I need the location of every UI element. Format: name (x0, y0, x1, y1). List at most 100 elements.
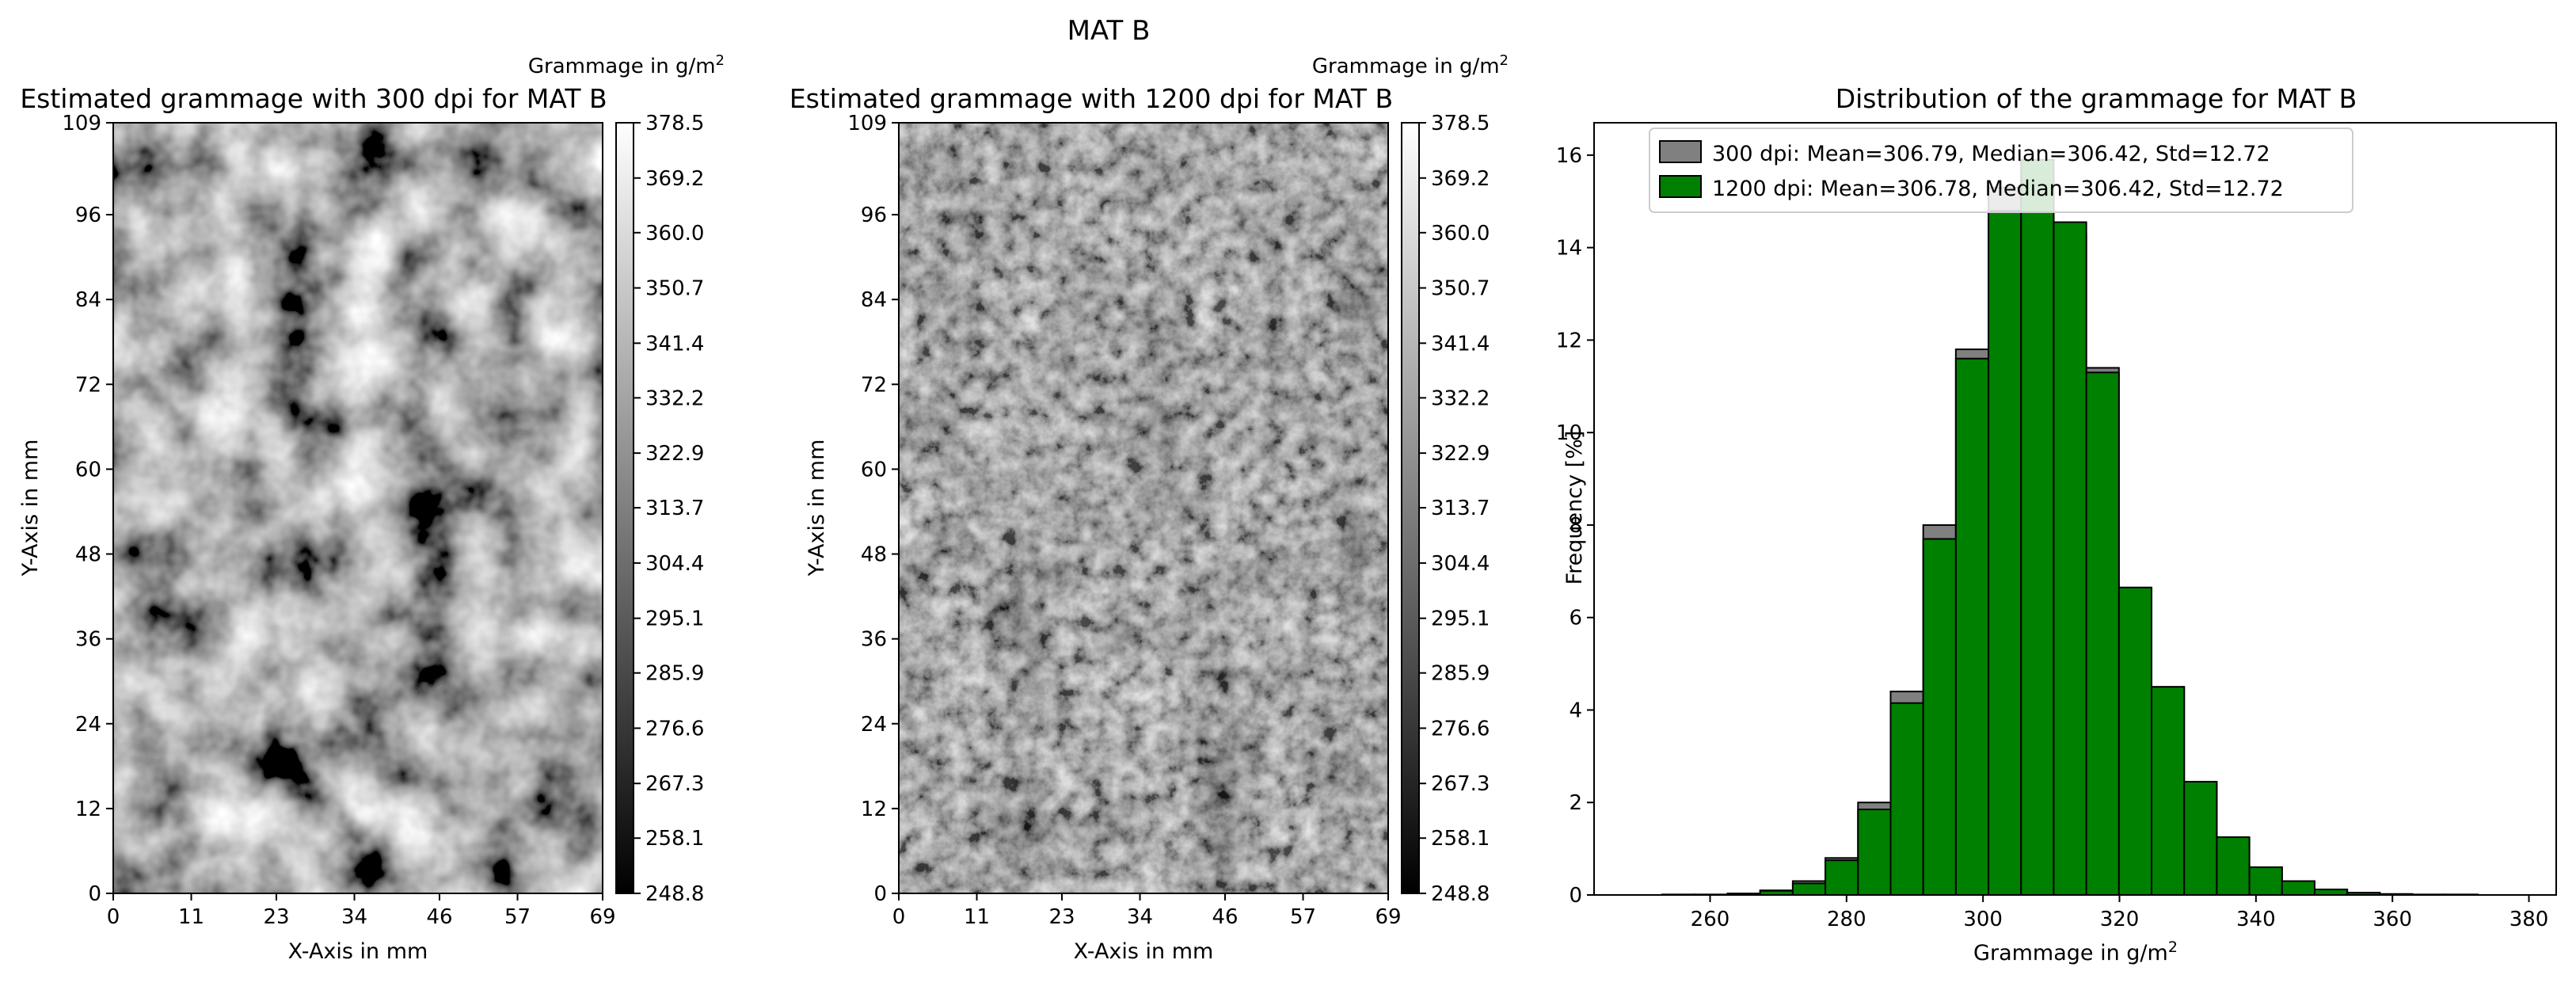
colorbar-tick-label: 248.8 (1431, 882, 1490, 906)
xtick-label: 69 (589, 905, 615, 929)
histogram-bars (1661, 158, 2479, 897)
histogram-ytick-label: 12 (1556, 329, 1582, 352)
histogram-bar-1200dpi (2020, 158, 2055, 896)
histogram-xtick-label: 320 (2100, 908, 2140, 931)
histogram-bar-1200dpi (1825, 859, 1859, 896)
colorbar-tick-label: 248.8 (645, 882, 704, 906)
colorbar-tick-label: 360.0 (1431, 222, 1490, 246)
legend-swatch-1200dpi (1659, 175, 1702, 198)
colorbar-300dpi (615, 122, 634, 894)
xtick-label: 57 (504, 905, 531, 929)
colorbar-300dpi-label: Grammage in g/m2 (528, 52, 725, 78)
histogram-bar-1200dpi (1857, 808, 1892, 897)
ytick-label: 36 (75, 628, 101, 652)
histogram-ytick-label: 16 (1556, 144, 1582, 168)
xtick-label: 23 (1048, 905, 1075, 929)
legend-box (1649, 128, 2353, 213)
xtick-label: 0 (107, 905, 120, 929)
colorbar-1200dpi-ticks: 248.8 258.1 267.3 276.6 285.9 295.1 304.4 313.7… (1419, 112, 1490, 906)
legend-label-1200dpi: 1200 dpi: Mean=306.78, Median=306.42, St… (1712, 177, 2284, 201)
ytick-label: 109 (62, 112, 101, 135)
histogram-bar-1200dpi (2313, 888, 2349, 897)
colorbar-tick-label: 378.5 (645, 112, 704, 135)
figure-suptitle: MAT B (1067, 15, 1151, 47)
ytick-label: 60 (75, 458, 101, 482)
histogram-xtick-label: 280 (1827, 908, 1866, 931)
colorbar-tick-label: 295.1 (645, 607, 704, 631)
ytick-label: 24 (75, 713, 101, 737)
heatmap-1200dpi-ylabel: Y-Axis in mm (805, 440, 829, 577)
colorbar-tick-label: 267.3 (1431, 772, 1490, 796)
heatmap-300dpi-image (113, 123, 603, 893)
ytick-label: 84 (861, 288, 887, 312)
histogram-bar-1200dpi (1988, 209, 2022, 896)
heatmap-1200dpi-frame (898, 122, 1389, 894)
ytick-label: 36 (861, 628, 887, 652)
histogram-ytick-label: 4 (1569, 699, 1582, 722)
colorbar-tick-label: 341.4 (1431, 332, 1490, 356)
xtick-label: 46 (426, 905, 452, 929)
histogram-xtick-label: 360 (2372, 908, 2412, 931)
histogram-bar-1200dpi (1922, 538, 1957, 896)
ytick-label: 0 (88, 882, 101, 906)
histogram-xticks: 260 280 300 320 340 360 380 (1691, 895, 2548, 931)
ytick-label: 60 (861, 458, 887, 482)
histogram-bar-1200dpi (2281, 880, 2315, 896)
xtick-label: 11 (178, 905, 204, 929)
colorbar-tick-label: 322.9 (1431, 442, 1490, 466)
xtick-label: 0 (892, 905, 906, 929)
colorbar-tick-label: 276.6 (1431, 717, 1490, 741)
histogram-bar-1200dpi (2216, 836, 2251, 897)
histogram-legend: 300 dpi: Mean=306.79, Median=306.42, Std… (1649, 128, 2353, 213)
histogram-title: Distribution of the grammage for MAT B (1836, 83, 2357, 114)
ytick-label: 72 (75, 373, 101, 397)
colorbar-tick-label: 313.7 (645, 497, 704, 520)
colorbar-tick-label: 369.2 (1431, 167, 1490, 191)
heatmap-300dpi-frame (112, 122, 603, 894)
xtick-label: 69 (1375, 905, 1401, 929)
heatmap-300dpi-panel: Estimated grammage with 300 dpi for MAT … (18, 52, 725, 964)
heatmap-300dpi-title: Estimated grammage with 300 dpi for MAT … (20, 83, 607, 114)
histogram-bar-1200dpi (2183, 780, 2218, 896)
histogram-ytick-label: 6 (1569, 607, 1582, 630)
colorbar-1200dpi (1401, 122, 1420, 894)
heatmap-1200dpi-yticks: 0 12 24 36 48 60 72 84 96 109 (847, 112, 899, 906)
histogram-bar-1200dpi (1791, 882, 1827, 896)
colorbar-tick-label: 350.7 (1431, 277, 1490, 301)
colorbar-tick-label: 350.7 (645, 277, 704, 301)
heatmap-300dpi-yticks: 0 12 24 36 48 60 72 84 96 109 (62, 112, 113, 906)
heatmap-1200dpi-panel: Estimated grammage with 1200 dpi for MAT… (790, 52, 1509, 964)
colorbar-tick-label: 285.9 (645, 662, 704, 686)
histogram-xtick-label: 340 (2236, 908, 2276, 931)
colorbar-300dpi-ticks: 248.8 258.1 267.3 276.6 285.9 295.1 304.4 313.7… (634, 112, 704, 906)
heatmap-1200dpi-xticks: 0 11 23 34 46 57 69 (892, 893, 1402, 929)
colorbar-tick-label: 285.9 (1431, 662, 1490, 686)
histogram-ytick-label: 0 (1569, 884, 1582, 908)
colorbar-tick-label: 332.2 (1431, 386, 1490, 410)
histogram-bar-1200dpi (1954, 357, 1990, 896)
colorbar-tick-label: 304.4 (645, 552, 704, 576)
heatmap-1200dpi-image (899, 123, 1388, 893)
xtick-label: 34 (341, 905, 367, 929)
histogram-panel: Distribution of the grammage for MAT B 2… (1556, 83, 2557, 965)
histogram-xtick-label: 260 (1691, 908, 1730, 931)
xtick-label: 11 (964, 905, 990, 929)
colorbar-tick-label: 267.3 (645, 772, 704, 796)
histogram-xlabel: Grammage in g/m2 (1973, 939, 2178, 965)
histogram-bar-1200dpi (2085, 371, 2120, 896)
ytick-label: 24 (861, 713, 887, 737)
heatmap-300dpi-xlabel: X-Axis in mm (288, 939, 428, 964)
ytick-label: 72 (861, 373, 887, 397)
ytick-label: 96 (75, 204, 101, 227)
histogram-frame (1593, 122, 2557, 896)
histogram-ytick-label: 8 (1569, 514, 1582, 538)
histogram-xtick-label: 300 (1963, 908, 2003, 931)
heatmap-1200dpi-xlabel: X-Axis in mm (1074, 939, 1214, 964)
histogram-ylabel: Frequency [%] (1562, 431, 1587, 585)
ytick-label: 84 (75, 288, 101, 312)
histogram-bar-1200dpi (2117, 586, 2153, 897)
xtick-label: 34 (1127, 905, 1153, 929)
ytick-label: 12 (861, 798, 887, 821)
histogram-ytick-label: 14 (1556, 237, 1582, 261)
